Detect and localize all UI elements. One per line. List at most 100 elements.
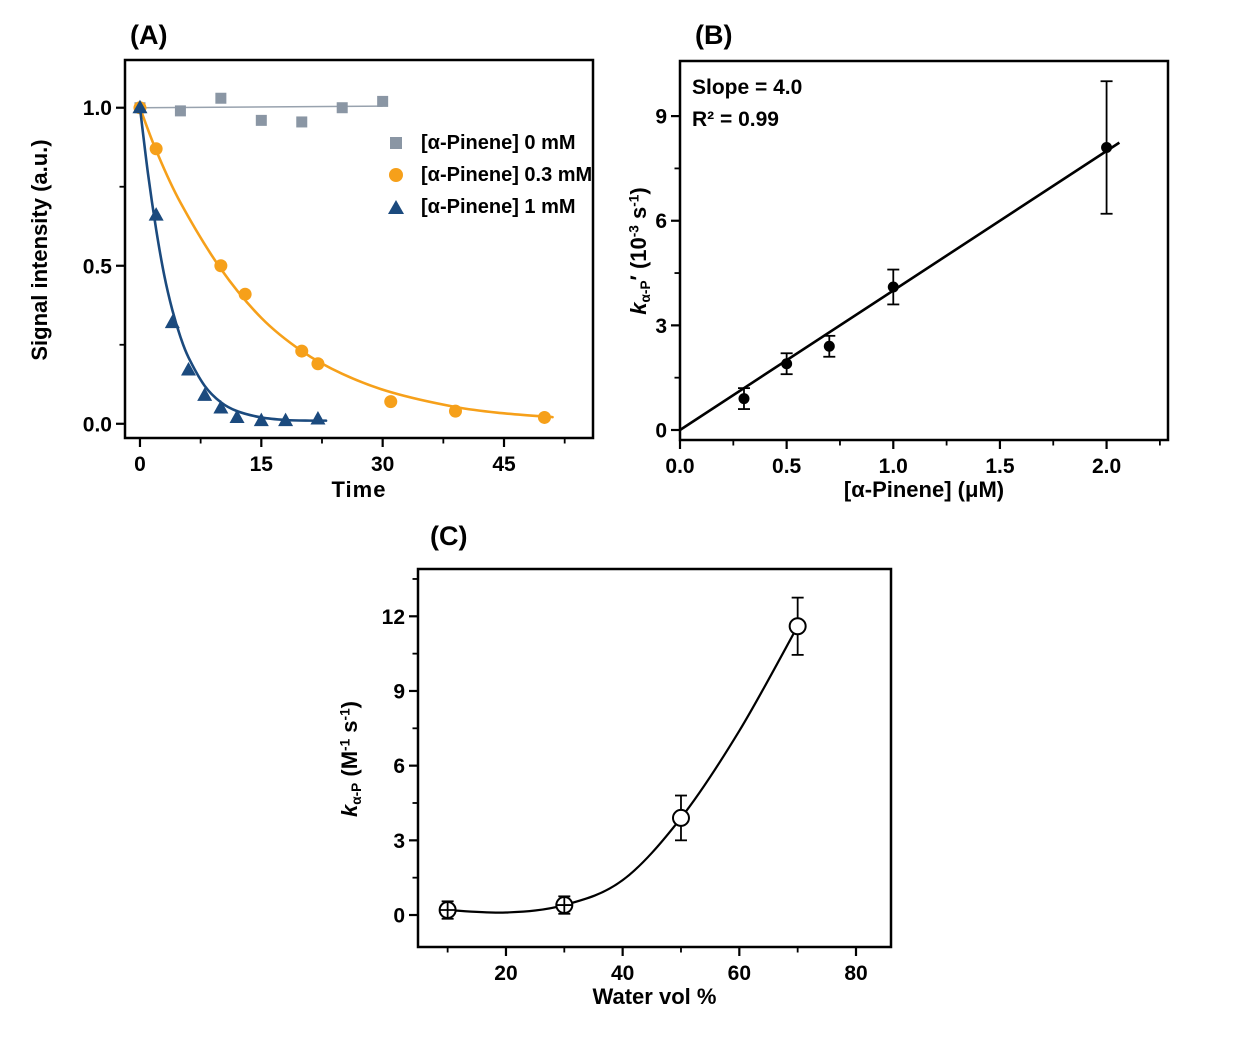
panel-a-yaxis-title: Signal intensity (a.u.) xyxy=(27,139,52,361)
panel-a-triangle-marker xyxy=(278,412,294,427)
legend-marker-shape xyxy=(388,200,404,214)
slope-annotation: Slope = 4.0 xyxy=(692,76,803,99)
panel-a-circle-marker xyxy=(214,259,228,273)
panel-b-x-tick-label: 0.0 xyxy=(665,455,694,478)
label-part: -1 xyxy=(337,738,353,751)
panel-a-x-tick-label: 15 xyxy=(250,453,274,476)
panel-a-circle-marker xyxy=(295,344,309,358)
label-part: s xyxy=(337,720,362,739)
panel-c-yaxis-title: kα-P (M-1 s-1) xyxy=(337,599,367,919)
panel-c-x-tick-label: 60 xyxy=(728,962,751,985)
label-part: -1 xyxy=(626,194,642,207)
panel-c-y-tick-label: 9 xyxy=(393,680,405,703)
panel-b-dot-marker xyxy=(738,393,750,405)
label-part: α-P xyxy=(638,280,654,303)
legend-item: [α-Pinene] 0 mM xyxy=(384,127,592,159)
panel-a-square-marker xyxy=(336,102,348,114)
panel-b-xaxis-title: [α-Pinene] (μM) xyxy=(843,477,1005,502)
label-part: ′ xyxy=(626,275,651,281)
panel-a-square-marker xyxy=(377,95,389,107)
legend-item: [α-Pinene] 1 mM xyxy=(384,191,592,223)
panel-b-dot-marker xyxy=(1101,141,1113,153)
label-part: α-P xyxy=(349,782,365,805)
panel-a-circle-marker xyxy=(384,395,398,409)
panel-c-x-tick-label: 40 xyxy=(611,962,634,985)
label-part: -1 xyxy=(337,708,353,721)
panel-a-triangle-marker xyxy=(132,99,148,114)
panel-c-open-circle-marker xyxy=(788,617,807,636)
panel-b-fit-line xyxy=(679,141,1121,432)
panel-b-y-tick-label: 9 xyxy=(655,106,667,129)
panel-a-triangle-marker xyxy=(164,314,180,329)
panel-a-triangle-marker xyxy=(310,411,326,425)
panel-a-circle-marker xyxy=(149,142,163,156)
panel-a-square-marker xyxy=(215,92,227,104)
panel-a-triangle-marker xyxy=(213,399,229,414)
panel-b-x-tick-label: 1.0 xyxy=(879,455,908,478)
panel-a-triangle-marker xyxy=(181,362,197,376)
legend-item-label: [α-Pinene] 0.3 mM xyxy=(421,163,593,186)
panel-c-y-tick-label: 6 xyxy=(393,755,405,778)
legend-item-label: [α-Pinene] 1 mM xyxy=(421,195,576,218)
panel-b-annotation: Slope = 4.0 R² = 0.99 xyxy=(692,72,802,136)
circle-legend-marker-icon xyxy=(384,168,408,182)
panel-a-x-tick-label: 0 xyxy=(134,453,146,476)
label-part: -3 xyxy=(626,225,642,238)
panel-c-open-circle-marker xyxy=(671,808,690,827)
label-part: k xyxy=(337,804,362,817)
r-squared-annotation: R² = 0.99 xyxy=(692,108,779,131)
panel-c-x-tick-label: 80 xyxy=(844,962,867,985)
panel-c-label: (C) xyxy=(430,521,468,551)
panel-a-y-tick-label: 1.0 xyxy=(83,97,112,120)
panel-a-y-tick-label: 0.5 xyxy=(83,255,113,278)
panel-a-y-tick-label: 0.0 xyxy=(83,413,112,436)
panel-b-x-tick-label: 1.5 xyxy=(985,455,1015,478)
panel-a-square-marker xyxy=(174,105,186,117)
panel-b-frame xyxy=(678,59,1170,442)
panel-b-x-tick-label: 0.5 xyxy=(772,455,802,478)
panel-a-circle-marker xyxy=(537,410,551,424)
panel-a-triangle-marker xyxy=(229,409,245,423)
panel-c-y-tick-label: 12 xyxy=(382,606,405,629)
triangle-legend-marker-icon xyxy=(384,200,408,214)
panel-a-triangle-marker xyxy=(148,207,164,221)
label-part: k xyxy=(626,302,651,315)
legend-item: [α-Pinene] 0.3 mM xyxy=(384,159,592,191)
panel-c-y-tick-label: 0 xyxy=(393,905,405,928)
panel-a-xaxis-title: Time xyxy=(331,477,387,502)
panel-b-yaxis-title: kα-P′ (10-3 s-1) xyxy=(626,91,656,411)
panel-a-fit-curve xyxy=(138,106,328,422)
panel-a-square-marker xyxy=(255,114,267,126)
panel-b-label: (B) xyxy=(695,20,733,50)
panel-a-legend: [α-Pinene] 0 mM [α-Pinene] 0.3 mM [α-Pinen… xyxy=(384,127,592,223)
legend-item-label: [α-Pinene] 0 mM xyxy=(421,131,576,154)
panel-a-label: (A) xyxy=(130,20,168,50)
panel-b-dot-marker xyxy=(887,281,899,293)
label-part: ) xyxy=(337,701,362,709)
panel-a-x-tick-label: 30 xyxy=(371,453,394,476)
panel-a-circle-marker xyxy=(448,404,462,418)
panel-b-y-tick-label: 6 xyxy=(655,210,667,233)
panel-b-y-tick-label: 3 xyxy=(655,315,667,338)
label-part: (M xyxy=(337,750,362,783)
panel-c-xaxis-title: Water vol % xyxy=(592,984,717,1009)
panel-a-square-marker xyxy=(296,116,308,128)
legend-marker-shape xyxy=(389,168,403,182)
panel-c-fit-curve xyxy=(446,625,799,914)
panel-c-x-tick-label: 20 xyxy=(494,962,517,985)
label-part: ) xyxy=(626,187,651,195)
panel-a-circle-marker xyxy=(311,357,325,371)
panel-c-y-tick-label: 3 xyxy=(393,830,405,853)
panel-b-x-tick-label: 2.0 xyxy=(1092,455,1121,478)
panel-b-y-tick-label: 0 xyxy=(655,419,667,442)
panel-b-dot-marker xyxy=(781,358,793,370)
panel-a-circle-marker xyxy=(238,287,252,301)
panel-a-x-tick-label: 45 xyxy=(492,453,516,476)
label-part: (10 xyxy=(626,237,651,276)
panel-a-triangle-marker xyxy=(253,412,269,427)
panel-b-dot-marker xyxy=(823,340,835,352)
panel-c-frame xyxy=(416,567,893,949)
panel-a-triangle-marker xyxy=(197,387,213,401)
